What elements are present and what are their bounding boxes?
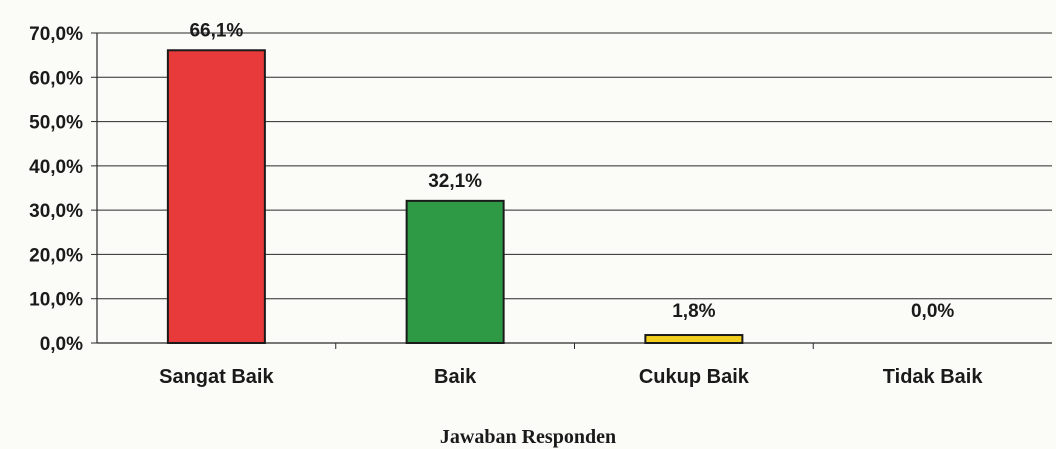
data-label-baik: 32,1%: [428, 171, 482, 192]
bars: [166, 49, 744, 345]
y-tick-label: 40,0%: [29, 157, 83, 178]
category-label-cukup-baik: Cukup Baik: [639, 366, 750, 388]
bar-cukup-baik: [644, 334, 744, 344]
category-labels: Sangat Baik Baik Cukup Baik Tidak Baik: [159, 366, 983, 388]
y-tick-label: 10,0%: [29, 290, 83, 311]
y-tick-label: 60,0%: [29, 68, 83, 89]
data-label-sangat-baik: 66,1%: [189, 20, 243, 41]
data-labels: 66,1% 32,1% 1,8% 0,0%: [189, 20, 954, 322]
data-label-cukup-baik: 1,8%: [672, 301, 715, 322]
y-tick-label: 0,0%: [40, 334, 83, 355]
y-tick-labels: 0,0% 10,0% 20,0% 30,0% 40,0% 50,0% 60,0% 70,0%: [29, 24, 83, 355]
bar-baik: [405, 199, 505, 344]
data-label-tidak-baik: 0,0%: [911, 301, 954, 322]
category-label-sangat-baik: Sangat Baik: [159, 366, 274, 388]
y-tick-label: 30,0%: [29, 201, 83, 222]
bar-sangat-baik: [166, 49, 266, 345]
category-label-tidak-baik: Tidak Baik: [883, 366, 984, 388]
y-tick-label: 20,0%: [29, 245, 83, 266]
x-axis-title: Jawaban Responden: [440, 426, 616, 448]
category-label-baik: Baik: [434, 366, 477, 388]
y-tick-label: 70,0%: [29, 24, 83, 45]
y-tick-label: 50,0%: [29, 113, 83, 134]
